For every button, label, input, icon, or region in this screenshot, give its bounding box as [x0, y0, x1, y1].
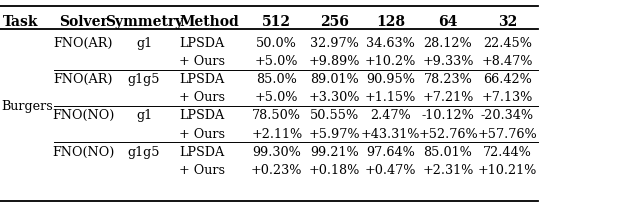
Text: 97.64%: 97.64%	[366, 145, 415, 158]
Text: +7.21%: +7.21%	[422, 91, 474, 104]
Text: +52.76%: +52.76%	[418, 127, 478, 140]
Text: 78.50%: 78.50%	[252, 109, 301, 122]
Text: +9.33%: +9.33%	[422, 55, 474, 68]
Text: 78.23%: 78.23%	[424, 73, 472, 86]
Text: +8.47%: +8.47%	[481, 55, 533, 68]
Text: +3.30%: +3.30%	[308, 91, 360, 104]
Text: 64: 64	[438, 15, 458, 29]
Text: + Ours: + Ours	[179, 127, 225, 140]
Text: -10.12%: -10.12%	[422, 109, 474, 122]
Text: 256: 256	[320, 15, 349, 29]
Text: 28.12%: 28.12%	[424, 37, 472, 50]
Text: Task: Task	[3, 15, 38, 29]
Text: +5.97%: +5.97%	[308, 127, 360, 140]
Text: LPSDA: LPSDA	[179, 145, 225, 158]
Text: +0.18%: +0.18%	[308, 163, 360, 176]
Text: -20.34%: -20.34%	[481, 109, 534, 122]
Text: +7.13%: +7.13%	[481, 91, 533, 104]
Text: 72.44%: 72.44%	[483, 145, 532, 158]
Text: +2.31%: +2.31%	[422, 163, 474, 176]
Text: g1: g1	[136, 37, 152, 50]
Text: +10.21%: +10.21%	[477, 163, 537, 176]
Text: g1: g1	[136, 109, 152, 122]
Text: Method: Method	[179, 15, 239, 29]
Text: 50.55%: 50.55%	[310, 109, 359, 122]
Text: FNO(NO): FNO(NO)	[52, 109, 115, 122]
Text: 99.21%: 99.21%	[310, 145, 359, 158]
Text: +9.89%: +9.89%	[308, 55, 360, 68]
Text: 89.01%: 89.01%	[310, 73, 359, 86]
Text: +5.0%: +5.0%	[255, 55, 298, 68]
Text: 2.47%: 2.47%	[370, 109, 411, 122]
Text: LPSDA: LPSDA	[179, 73, 225, 86]
Text: g1g5: g1g5	[128, 145, 160, 158]
Text: 512: 512	[262, 15, 291, 29]
Text: +5.0%: +5.0%	[255, 91, 298, 104]
Text: +0.47%: +0.47%	[365, 163, 416, 176]
Text: +10.2%: +10.2%	[365, 55, 416, 68]
Text: FNO(NO): FNO(NO)	[52, 145, 115, 158]
Text: +2.11%: +2.11%	[251, 127, 303, 140]
Text: + Ours: + Ours	[179, 163, 225, 176]
Text: 128: 128	[376, 15, 405, 29]
Text: + Ours: + Ours	[179, 91, 225, 104]
Text: 32.97%: 32.97%	[310, 37, 359, 50]
Text: +57.76%: +57.76%	[477, 127, 537, 140]
Text: +43.31%: +43.31%	[361, 127, 420, 140]
Text: FNO(AR): FNO(AR)	[54, 73, 113, 86]
Text: 99.30%: 99.30%	[252, 145, 301, 158]
Text: 34.63%: 34.63%	[366, 37, 415, 50]
Text: 85.01%: 85.01%	[424, 145, 472, 158]
Text: 85.0%: 85.0%	[257, 73, 297, 86]
Text: + Ours: + Ours	[179, 55, 225, 68]
Text: FNO(AR): FNO(AR)	[54, 37, 113, 50]
Text: +0.23%: +0.23%	[251, 163, 303, 176]
Text: 90.95%: 90.95%	[366, 73, 415, 86]
Text: 22.45%: 22.45%	[483, 37, 532, 50]
Text: g1g5: g1g5	[128, 73, 160, 86]
Text: Symmetry: Symmetry	[105, 15, 183, 29]
Text: 66.42%: 66.42%	[483, 73, 532, 86]
Text: Burgers: Burgers	[1, 100, 53, 113]
Text: Solver: Solver	[59, 15, 108, 29]
Text: +1.15%: +1.15%	[365, 91, 416, 104]
Text: LPSDA: LPSDA	[179, 109, 225, 122]
Text: 32: 32	[497, 15, 517, 29]
Text: LPSDA: LPSDA	[179, 37, 225, 50]
Text: 50.0%: 50.0%	[257, 37, 297, 50]
